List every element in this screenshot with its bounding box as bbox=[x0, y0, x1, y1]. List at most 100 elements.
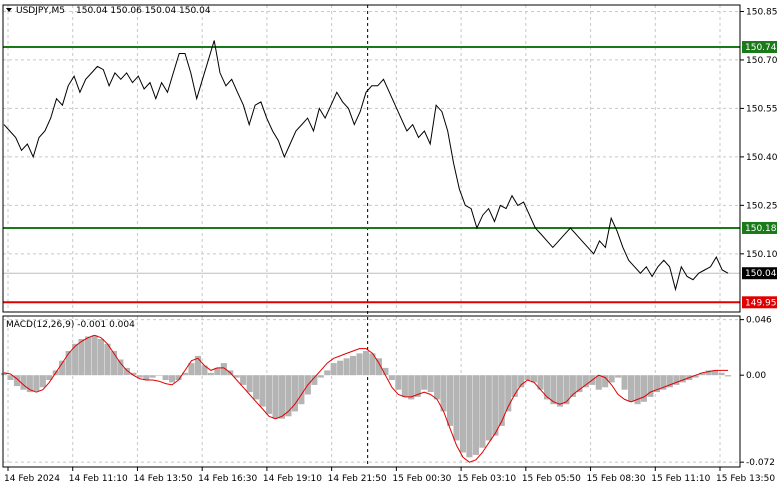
macd-histogram-bar bbox=[569, 375, 576, 397]
macd-histogram-bar bbox=[285, 375, 292, 417]
macd-histogram-bar bbox=[356, 353, 363, 376]
macd-histogram-bar bbox=[65, 351, 72, 376]
macd-histogram-bar bbox=[130, 372, 137, 376]
macd-histogram-bar bbox=[602, 375, 609, 388]
macd-histogram-bar bbox=[330, 363, 337, 376]
chart-header: USDJPY,M5 150.04 150.06 150.04 150.04 bbox=[6, 6, 211, 16]
symbol-label: USDJPY,M5 bbox=[16, 6, 65, 16]
macd-histogram-bar bbox=[595, 375, 602, 390]
macd-histogram-bar bbox=[13, 375, 20, 387]
macd-histogram-bar bbox=[110, 351, 117, 376]
macd-histogram-bar bbox=[447, 375, 454, 426]
macd-histogram-bar bbox=[149, 375, 156, 378]
macd-histogram-bar bbox=[272, 375, 279, 419]
x-tick-label: 15 Feb 08:30 bbox=[587, 474, 646, 484]
macd-y-tick-label: 0.00 bbox=[746, 371, 766, 381]
macd-histogram-bar bbox=[214, 367, 221, 376]
macd-signal-line bbox=[3, 334, 728, 463]
y-tick-label: 150.25 bbox=[746, 201, 778, 211]
x-tick-label: 15 Feb 00:30 bbox=[392, 474, 451, 484]
macd-histogram-bar bbox=[169, 375, 176, 383]
macd-histogram-bar bbox=[556, 375, 563, 407]
y-tick-label: 150.70 bbox=[746, 56, 778, 66]
macd-histogram-bar bbox=[401, 375, 408, 397]
macd-histogram-bar bbox=[311, 375, 318, 385]
macd-histogram-bar bbox=[666, 375, 673, 388]
macd-histogram-bar bbox=[233, 375, 240, 378]
level-tag bbox=[742, 296, 777, 309]
y-tick-label: 150.85 bbox=[746, 7, 778, 17]
macd-histogram-bar bbox=[615, 375, 622, 378]
macd-histogram-bar bbox=[156, 375, 163, 376]
macd-histogram-bar bbox=[78, 339, 85, 376]
x-tick-label: 15 Feb 05:50 bbox=[522, 474, 581, 484]
macd-histogram-bar bbox=[136, 375, 143, 378]
macd-histogram-bar bbox=[459, 375, 466, 453]
macd-histogram-bar bbox=[259, 375, 266, 407]
macd-panel-frame bbox=[2, 315, 741, 468]
level-tag-label: 150.18 bbox=[745, 224, 777, 234]
dropdown-triangle-icon[interactable] bbox=[6, 8, 12, 12]
macd-histogram-bar bbox=[26, 375, 33, 393]
macd-histogram-bar bbox=[647, 375, 654, 397]
macd-histogram-bar bbox=[39, 375, 46, 388]
x-tick-label: 14 Feb 11:10 bbox=[69, 474, 128, 484]
macd-histogram-bar bbox=[201, 365, 208, 376]
ohlc-readout: 150.04 150.06 150.04 150.04 bbox=[76, 6, 211, 16]
macd-histogram-bar bbox=[7, 375, 14, 380]
macd-histogram-bar bbox=[395, 375, 402, 390]
macd-histogram-bar bbox=[175, 375, 182, 380]
macd-histogram-bar bbox=[582, 375, 589, 388]
macd-histogram-bar bbox=[46, 375, 53, 380]
macd-histogram-bar bbox=[692, 375, 699, 378]
macd-histogram-bar bbox=[363, 351, 370, 376]
macd-histogram-bar bbox=[640, 375, 647, 402]
price-layer bbox=[3, 40, 729, 292]
macd-histogram-bar bbox=[162, 375, 169, 380]
macd-y-tick-label: 0.046 bbox=[746, 316, 772, 326]
price-series-line bbox=[3, 40, 729, 292]
macd-layer bbox=[1, 334, 732, 463]
macd-histogram-bar bbox=[673, 375, 680, 385]
level-tag bbox=[742, 221, 777, 234]
macd-histogram-bar bbox=[33, 375, 40, 391]
macd-histogram-bar bbox=[324, 370, 331, 376]
x-tick-label: 15 Feb 13:50 bbox=[716, 474, 775, 484]
macd-histogram-bar bbox=[182, 372, 189, 376]
macd-histogram-bar bbox=[337, 360, 344, 376]
macd-histogram-bar bbox=[427, 375, 434, 393]
macd-histogram-bar bbox=[207, 372, 214, 376]
levels-layer: 150.74 150.18 149.95 150.04 bbox=[3, 41, 777, 309]
macd-histogram-bar bbox=[440, 375, 447, 412]
level-tag-label: 149.95 bbox=[745, 298, 777, 308]
macd-histogram-bar bbox=[143, 375, 150, 380]
x-tick-label: 14 Feb 16:30 bbox=[198, 474, 257, 484]
frame-layer bbox=[2, 4, 741, 468]
axis-layer: 14 Feb 2024 14 Feb 11:10 14 Feb 13:50 14 Fe… bbox=[4, 7, 778, 484]
macd-histogram-bar bbox=[85, 336, 92, 376]
macd-histogram-bar bbox=[350, 355, 357, 376]
macd-histogram-bar bbox=[498, 375, 505, 426]
macd-label: MACD(12,26,9) -0.001 0.004 bbox=[6, 320, 135, 330]
price-panel-frame bbox=[2, 4, 741, 313]
macd-histogram-bar bbox=[194, 355, 201, 376]
macd-histogram-bar bbox=[434, 375, 441, 400]
macd-histogram-bar bbox=[628, 375, 635, 402]
x-tick-label: 14 Feb 21:50 bbox=[328, 474, 387, 484]
macd-histogram-bar bbox=[20, 375, 27, 390]
macd-histogram-bar bbox=[117, 359, 124, 376]
macd-histogram-bar bbox=[343, 358, 350, 376]
macd-histogram-bar bbox=[91, 335, 98, 376]
macd-histogram-bar bbox=[466, 375, 473, 458]
y-tick-label: 150.10 bbox=[746, 250, 778, 260]
current-price-tag bbox=[742, 267, 777, 280]
macd-histogram-bar bbox=[472, 375, 479, 455]
macd-histogram-bar bbox=[72, 343, 79, 376]
macd-histogram-bar bbox=[518, 375, 525, 388]
macd-histogram-bar bbox=[653, 375, 660, 393]
macd-histogram-bar bbox=[123, 367, 130, 376]
macd-histogram-bar bbox=[278, 375, 285, 419]
macd-histogram-bar bbox=[705, 370, 712, 376]
macd-histogram-bar bbox=[375, 358, 382, 376]
